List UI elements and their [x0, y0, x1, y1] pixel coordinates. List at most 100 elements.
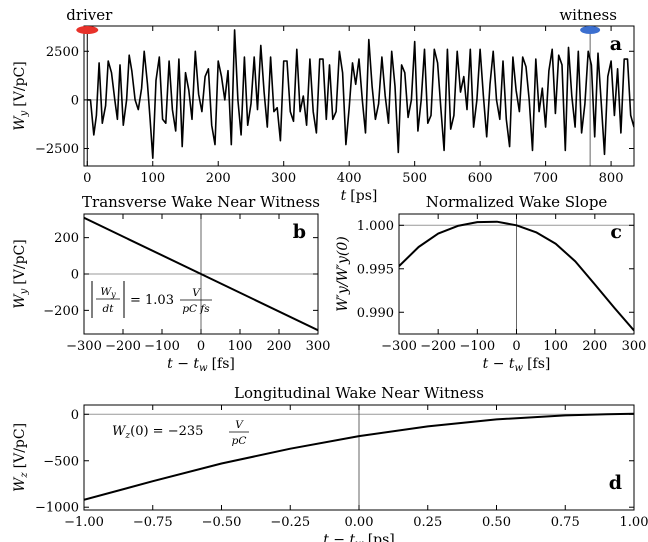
slope-unit-denominator: pC fs — [182, 303, 210, 315]
panel-title-c: Normalized Wake Slope — [426, 193, 608, 211]
slope-denominator: dt — [103, 303, 115, 315]
x-axis-label-b: t − tw [fs] — [167, 356, 235, 374]
y-tick-label-c: 1.000 — [357, 219, 394, 234]
y-tick-label-d: −500 — [43, 454, 79, 469]
x-tick-label-c: −300 — [381, 339, 417, 354]
x-tick-label-b: 300 — [306, 339, 331, 354]
x-tick-label-b: 100 — [228, 339, 253, 354]
panel-letter-c: c — [610, 221, 622, 243]
x-tick-label-b: −200 — [105, 339, 141, 354]
panel-title-d: Longitudinal Wake Near Witness — [234, 384, 484, 402]
x-tick-label-a: 100 — [140, 171, 165, 186]
x-tick-label-d: 1.00 — [620, 515, 648, 530]
y-tick-label-c: 0.995 — [357, 262, 394, 277]
witness-label: witness — [559, 6, 617, 24]
y-axis-label-c: W′y/W′y(0) — [335, 236, 351, 312]
y-axis-label-d: Wz [V/pC] — [12, 423, 30, 492]
x-axis-label-sub-d: w — [355, 539, 364, 542]
x-tick-label-d: 0.25 — [413, 515, 442, 530]
x-tick-label-c: 100 — [543, 339, 568, 354]
panel-letter-a: a — [610, 33, 622, 55]
slope-numerator: Wy — [100, 286, 116, 299]
wz0-lhs-sub: z — [124, 431, 130, 441]
y-tick-label-b: −200 — [43, 304, 79, 319]
wz0-annotation: Wz(0) = −235 VpC — [112, 419, 249, 447]
axes-frame-a — [83, 25, 635, 167]
x-tick-label-d: −1.00 — [64, 515, 104, 530]
wz0-unit-numerator: V — [235, 419, 244, 431]
x-axis-label-unit-a: [ps] — [350, 188, 377, 204]
x-axis-label-main-a: t — [341, 188, 347, 204]
x-tick-label-c: −100 — [459, 339, 495, 354]
y-tick-label-a: 2500 — [46, 45, 79, 60]
y-axis-label-unit-d: [V/pC] — [12, 423, 28, 468]
x-tick-label-c: 300 — [622, 339, 647, 354]
x-axis-label-main-d: t − t — [323, 532, 355, 542]
x-tick-label-a: 500 — [402, 171, 427, 186]
x-axis-label-unit-d: [ps] — [368, 532, 395, 542]
y-tick-label-b: 200 — [54, 231, 79, 246]
slope-value: = 1.03 — [130, 293, 174, 308]
x-tick-label-a: 300 — [271, 171, 296, 186]
x-axis-label-main-b: t − t — [167, 356, 199, 372]
y-axis-label-unit-b: [V/pC] — [12, 239, 28, 284]
panel-letter-d: d — [609, 472, 622, 494]
x-axis-label-a: t [ps] — [341, 188, 378, 204]
panel-title-b: Transverse Wake Near Witness — [82, 193, 320, 211]
x-tick-label-b: −300 — [66, 339, 102, 354]
y-axis-label-main-a: W — [12, 115, 28, 131]
y-axis-label-unit-a: [V/pC] — [12, 61, 28, 106]
y-axis-label-a: Wy [V/pC] — [12, 61, 30, 130]
slope-unit-numerator: V — [192, 287, 201, 299]
x-tick-label-a: 400 — [337, 171, 362, 186]
x-tick-label-d: 0.50 — [482, 515, 511, 530]
series-line-b — [84, 216, 318, 332]
x-tick-label-a: 800 — [599, 171, 624, 186]
y-tick-label-a: 0 — [71, 93, 79, 108]
x-tick-label-a: 600 — [468, 171, 493, 186]
x-tick-label-c: 200 — [582, 339, 607, 354]
y-axis-label-main-b: W — [12, 293, 28, 309]
x-axis-label-unit-c: [fs] — [527, 356, 550, 372]
x-tick-label-d: −0.50 — [202, 515, 242, 530]
slope-numerator-main: W — [100, 286, 112, 298]
x-tick-label-b: 0 — [197, 339, 205, 354]
wz0-value: Wz(0) = −235 — [112, 424, 203, 441]
x-axis-label-sub-b: w — [199, 363, 208, 374]
panel-letter-b: b — [293, 221, 306, 243]
y-axis-label-sub-a: y — [19, 110, 30, 117]
x-tick-label-b: 200 — [267, 339, 292, 354]
x-tick-label-c: −200 — [420, 339, 456, 354]
y-tick-label-a: −2500 — [35, 142, 79, 157]
wz0-lhs: W — [112, 424, 127, 439]
x-tick-label-d: −0.75 — [133, 515, 173, 530]
driver-label: driver — [66, 6, 113, 24]
x-tick-label-d: 0.75 — [551, 515, 580, 530]
x-tick-label-a: 200 — [206, 171, 231, 186]
y-axis-label-main-d: W — [12, 476, 28, 492]
series-line-d — [84, 412, 634, 501]
x-tick-label-d: −0.25 — [270, 515, 310, 530]
y-tick-label-b: 0 — [71, 268, 79, 283]
y-axis-label-sub-d: z — [19, 472, 30, 479]
y-tick-label-d: −1000 — [35, 501, 79, 516]
slope-numerator-sub: y — [110, 290, 116, 299]
x-tick-label-c: 0 — [512, 339, 520, 354]
y-tick-label-c: 0.990 — [357, 306, 394, 321]
y-axis-label-text-c: W′y/W′y(0) — [335, 236, 351, 312]
slope-annotation-b: Wy dt = 1.03 VpC fs — [91, 281, 212, 318]
x-axis-label-sub-c: w — [515, 363, 524, 374]
x-axis-label-main-c: t − t — [483, 356, 515, 372]
x-tick-label-b: −100 — [144, 339, 180, 354]
y-axis-label-b: Wy [V/pC] — [12, 239, 30, 308]
x-tick-label-a: 0 — [83, 171, 91, 186]
driver-bunch-marker — [76, 26, 99, 34]
series-line-c — [399, 220, 634, 332]
x-axis-label-c: t − tw [fs] — [483, 356, 551, 374]
witness-bunch-marker — [580, 26, 601, 34]
y-tick-label-d: 0 — [71, 408, 79, 423]
x-axis-label-unit-b: [fs] — [212, 356, 235, 372]
x-axis-label-d: t − tw [ps] — [323, 532, 395, 542]
x-tick-label-d: 0.00 — [345, 515, 374, 530]
